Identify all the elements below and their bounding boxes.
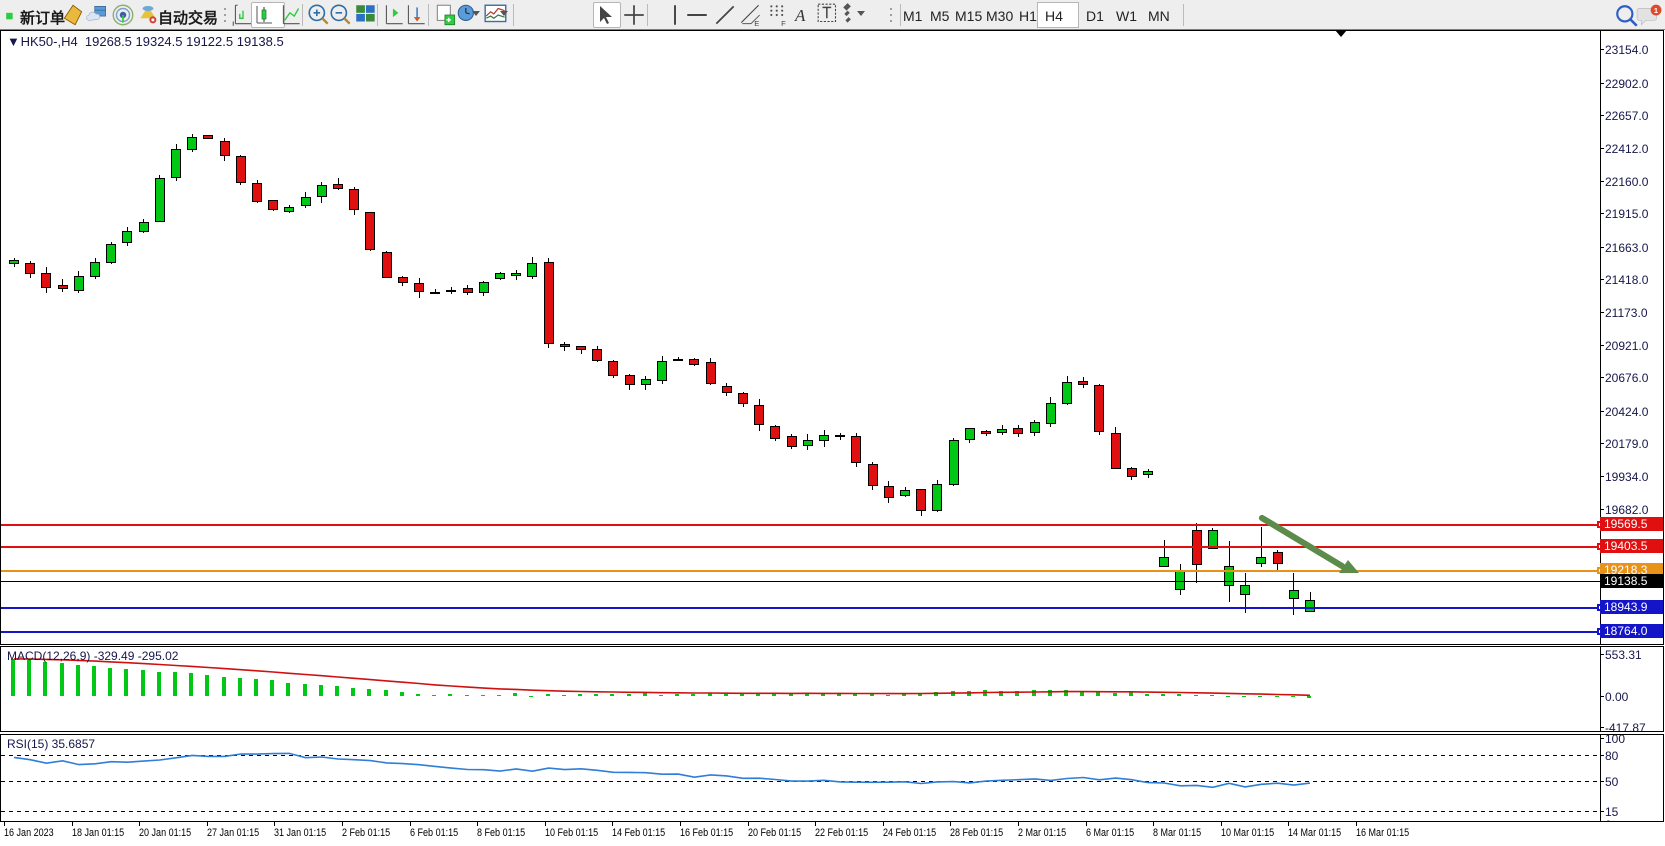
svg-text:E: E [754, 19, 759, 28]
svg-text:1: 1 [1654, 6, 1658, 15]
svg-text:F: F [781, 19, 786, 28]
